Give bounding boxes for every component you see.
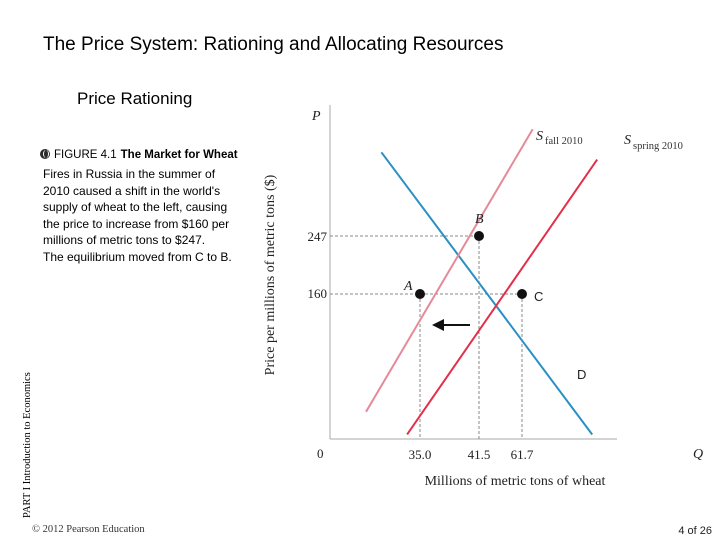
supply-curve-fall [365, 128, 534, 413]
caption-line: 2010 caused a shift in the world's [43, 183, 221, 198]
equilibrium-points [415, 231, 527, 299]
demand-curve [380, 151, 593, 436]
supply-spring-label: S [624, 133, 631, 148]
caption-line: millions of metric tons to $247. [43, 233, 206, 247]
demand-label: D [577, 367, 586, 382]
curves [365, 128, 598, 436]
caption-line: The equilibrium moved from C to B. [43, 249, 232, 264]
copyright: © 2012 Pearson Education [32, 524, 145, 535]
x-axis-letter: Q [693, 447, 703, 462]
slide-subtitle: Price Rationing [77, 89, 193, 108]
figure-number: FIGURE 4.1 [54, 149, 117, 161]
caption-line: the price to increase from $160 per [43, 216, 230, 231]
equilibrium-point-c [517, 289, 527, 299]
figure-caption: Fires in Russia in the summer of 2010 ca… [43, 166, 278, 265]
y-tick-label: 247 [308, 229, 328, 244]
y-tick-label: 160 [308, 286, 328, 301]
page-number: 4 of 26 [678, 525, 712, 537]
caption-line: Fires in Russia in the summer of [43, 167, 216, 181]
figure-title: The Market for Wheat [120, 149, 238, 161]
globe-icon [40, 149, 50, 159]
supply-fall-label: S [536, 129, 543, 144]
point-label-c: C [534, 289, 543, 304]
slide-title: The Price System: Rationing and Allocati… [43, 34, 504, 55]
equilibrium-point-a [415, 289, 425, 299]
equilibrium-point-b [474, 231, 484, 241]
x-tick-label: 61.7 [511, 447, 534, 462]
x-tick-label: 41.5 [468, 447, 491, 462]
figure-header: FIGURE 4.1 The Market for Wheat [40, 149, 238, 161]
origin-label: 0 [317, 446, 324, 461]
x-axis-title: Millions of metric tons of wheat [425, 474, 606, 489]
supply-curve-spring [406, 159, 598, 436]
caption-line: supply of wheat to the left, causing [43, 200, 228, 214]
y-axis-title: Price per millions of metric tons ($) [263, 174, 278, 375]
point-label-a: A [403, 279, 413, 294]
point-label-b: B [475, 212, 484, 227]
x-tick-label: 35.0 [409, 447, 432, 462]
y-axis-letter: P [311, 109, 321, 124]
shift-arrow [432, 319, 470, 331]
supply-fall-subscript: fall 2010 [545, 136, 583, 147]
supply-spring-subscript: spring 2010 [633, 141, 683, 152]
